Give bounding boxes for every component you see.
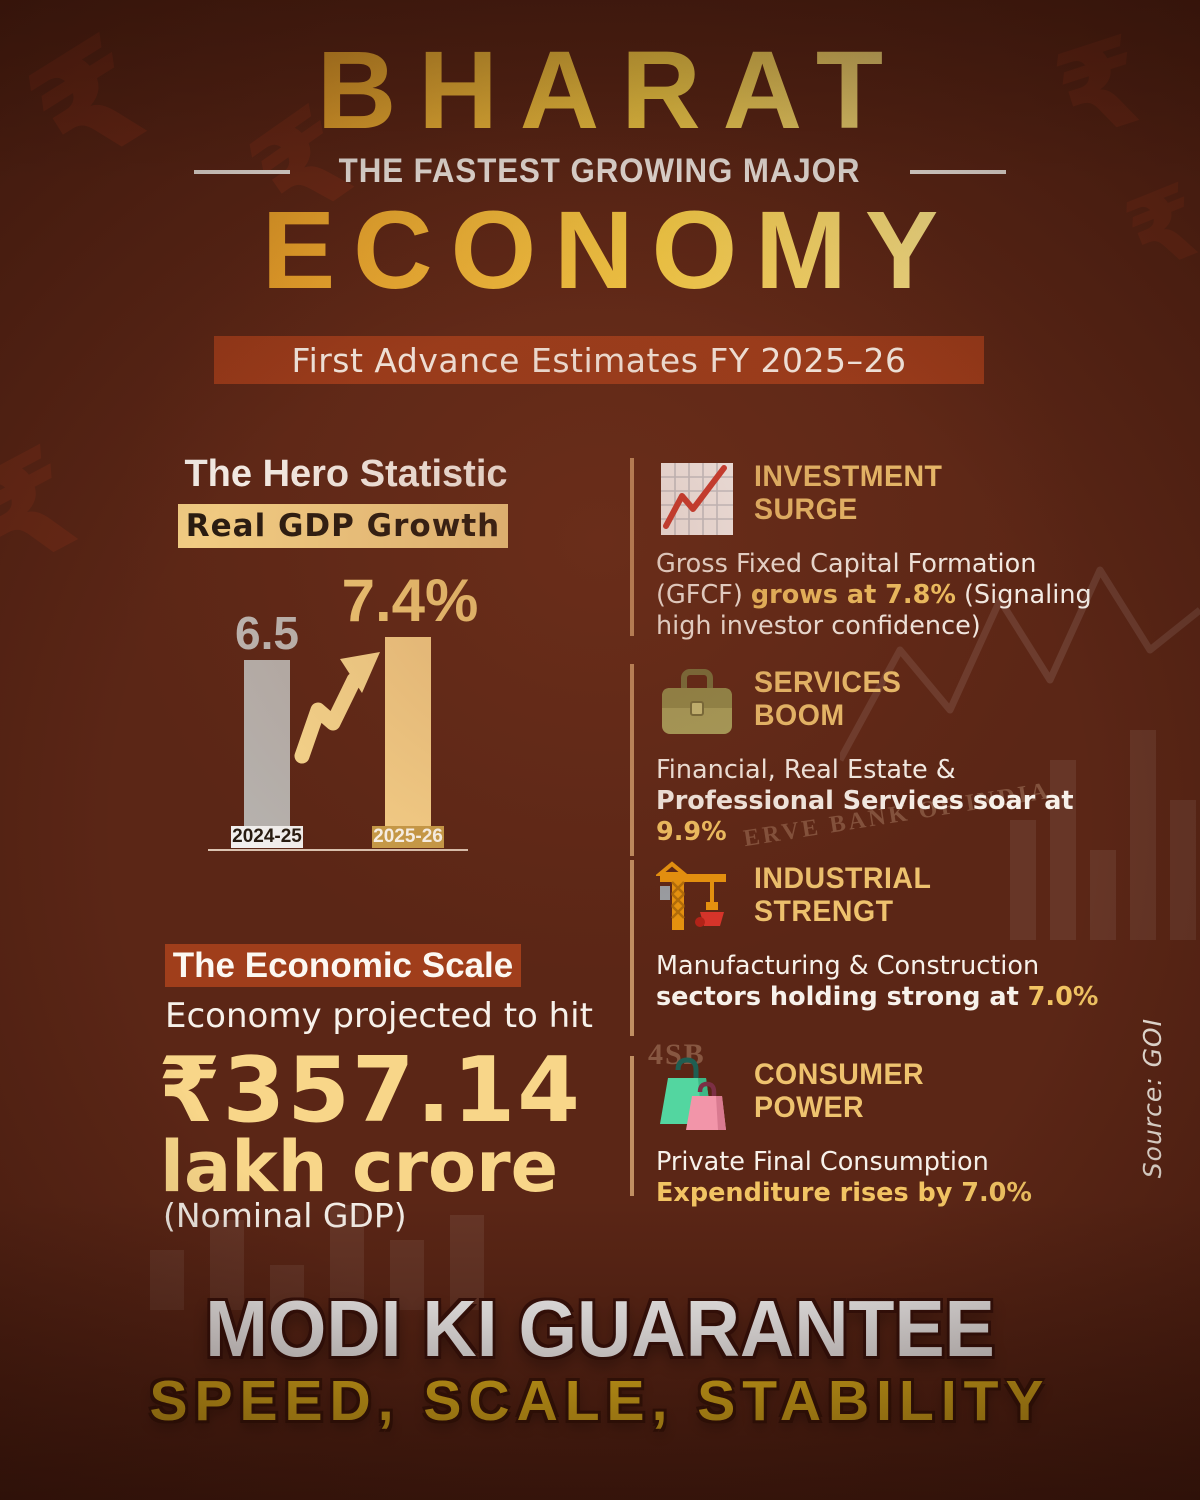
- highlight-title: SERVICES BOOM: [754, 666, 902, 732]
- title-economy: ECONOMY: [0, 196, 1200, 306]
- bar-category-2024-25: 2024-25: [231, 826, 303, 848]
- highlight-body: Financial, Real Estate & Professional Se…: [656, 755, 1074, 847]
- subtitle-left-dash: [194, 169, 291, 174]
- bar-category-2025-26: 2025-26: [372, 826, 444, 848]
- shopping-bags-icon: [660, 1057, 726, 1130]
- highlight-body: Gross Fixed Capital Formation (GFCF) gro…: [656, 549, 1092, 641]
- highlight-body: Manufacturing & Construction sectors hol…: [656, 951, 1099, 1012]
- gdp-growth-bar-chart: 6.5 7.4% 2024-25 2025-26: [190, 560, 490, 855]
- crane-icon: [656, 861, 726, 930]
- highlight-title: INDUSTRIAL STRENGT: [754, 862, 932, 928]
- highlight-header: SERVICES BOOM: [656, 664, 1106, 746]
- rupee-watermark-icon: ₹: [0, 416, 110, 607]
- highlight-body: Private Final Consumption Expenditure ri…: [656, 1147, 1032, 1208]
- highlight-industrial-strength: INDUSTRIAL STRENGT Manufacturing & Const…: [630, 860, 1106, 1036]
- highlight-header: CONSUMER POWER: [656, 1056, 1106, 1138]
- footer-slogan-line2: SPEED, SCALE, STABILITY: [149, 1369, 1051, 1433]
- subtitle-row: THE FASTEST GROWING MAJOR: [0, 152, 1200, 191]
- estimates-banner: First Advance Estimates FY 2025–26: [214, 336, 984, 384]
- highlight-consumer-power: CONSUMER POWER Private Final Consumption…: [630, 1056, 1106, 1208]
- highlight-title: INVESTMENT SURGE: [754, 460, 943, 526]
- briefcase-icon: [662, 669, 732, 734]
- economic-scale-lead: Economy projected to hit: [165, 996, 593, 1036]
- hero-statistic-heading: The Hero Statistic: [184, 453, 508, 495]
- highlight-header: INVESTMENT SURGE: [656, 458, 1106, 540]
- footer-slogan-line1: MODI KI GUARANTEE: [205, 1284, 995, 1373]
- subtitle-right-dash: [909, 169, 1006, 174]
- chart-baseline: [208, 849, 468, 851]
- growth-arrow-icon: [294, 652, 380, 764]
- line-chart-icon: [661, 463, 733, 535]
- economic-scale-heading: The Economic Scale: [165, 944, 521, 987]
- highlight-investment-surge: INVESTMENT SURGE Gross Fixed Capital For…: [630, 458, 1106, 641]
- real-gdp-growth-badge: Real GDP Growth: [178, 504, 508, 548]
- highlight-title: CONSUMER POWER: [754, 1058, 925, 1124]
- source-credit: Source: GOI: [1138, 1018, 1167, 1179]
- highlight-services-boom: SERVICES BOOM Financial, Real Estate & P…: [630, 664, 1106, 856]
- title-bharat: BHARAT: [0, 36, 1200, 146]
- nominal-gdp-note: (Nominal GDP): [163, 1196, 407, 1235]
- highlight-header: INDUSTRIAL STRENGT: [656, 860, 1106, 942]
- subtitle-text: THE FASTEST GROWING MAJOR: [339, 152, 861, 190]
